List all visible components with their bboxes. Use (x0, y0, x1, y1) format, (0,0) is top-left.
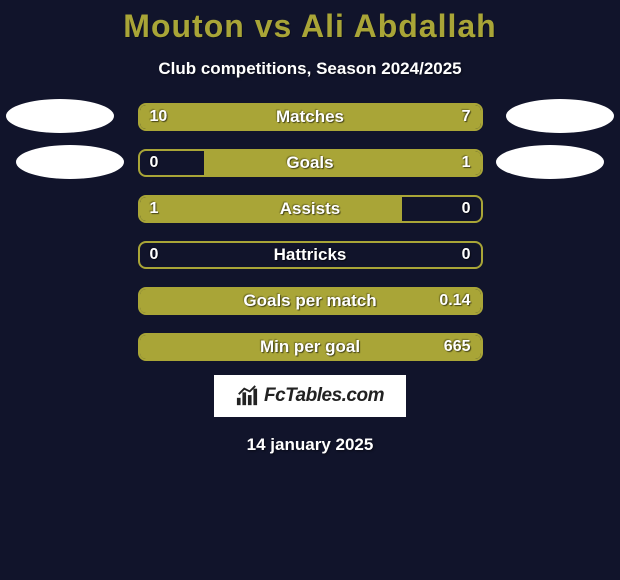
stat-bar: 1 Assists 0 (138, 195, 483, 223)
fctables-logo-icon (236, 385, 258, 407)
player-avatar-left-2 (16, 145, 124, 179)
chart-title: Mouton vs Ali Abdallah (123, 8, 496, 45)
bar-fill-left (140, 197, 403, 221)
bar-value-left: 10 (150, 108, 168, 126)
player-avatar-right-1 (506, 99, 614, 133)
player-avatar-right-2 (496, 145, 604, 179)
bar-value-right: 0 (462, 200, 471, 218)
logo-box: FcTables.com (214, 375, 406, 417)
bar-label: Goals per match (243, 291, 376, 311)
stat-bar: 10 Matches 7 (138, 103, 483, 131)
bar-value-left: 0 (150, 154, 159, 172)
bar-value-right: 7 (462, 108, 471, 126)
bar-fill-right (204, 151, 480, 175)
bar-value-right: 1 (462, 154, 471, 172)
bar-label: Assists (280, 199, 340, 219)
bar-fill-right (341, 105, 481, 129)
bar-value-left: 1 (150, 200, 159, 218)
chart-date: 14 january 2025 (247, 435, 374, 455)
bar-value-right: 0 (462, 246, 471, 264)
player-avatar-left-1 (6, 99, 114, 133)
bar-value-right: 0.14 (439, 292, 470, 310)
bar-value-right: 665 (444, 338, 471, 356)
logo-text: FcTables.com (264, 385, 384, 407)
bar-value-left: 0 (150, 246, 159, 264)
stat-bar: Min per goal 665 (138, 333, 483, 361)
stat-bar: Goals per match 0.14 (138, 287, 483, 315)
stat-bar: 0 Hattricks 0 (138, 241, 483, 269)
bar-label: Matches (276, 107, 344, 127)
chart-container: Mouton vs Ali Abdallah Club competitions… (0, 0, 620, 580)
bars-area: 10 Matches 7 0 Goals 1 1 Assists 0 0 Hattricks 0 Goa… (0, 103, 620, 361)
chart-subtitle: Club competitions, Season 2024/2025 (158, 59, 461, 79)
bar-label: Hattricks (274, 245, 347, 265)
stat-bar: 0 Goals 1 (138, 149, 483, 177)
bar-label: Goals (286, 153, 333, 173)
bar-label: Min per goal (260, 337, 360, 357)
